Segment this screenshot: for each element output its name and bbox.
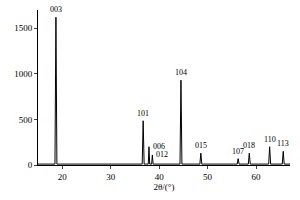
- svg-text:107: 107: [232, 147, 244, 156]
- svg-text:30: 30: [106, 172, 116, 182]
- svg-text:003: 003: [50, 5, 62, 14]
- svg-text:20: 20: [58, 172, 67, 182]
- svg-text:1500: 1500: [14, 23, 33, 33]
- svg-text:0: 0: [28, 160, 33, 170]
- svg-text:2θ/(°): 2θ/(°): [154, 182, 175, 192]
- svg-text:60: 60: [252, 172, 262, 182]
- svg-text:40: 40: [155, 172, 165, 182]
- svg-text:50: 50: [203, 172, 213, 182]
- svg-text:110: 110: [264, 135, 276, 144]
- svg-text:1000: 1000: [14, 69, 33, 79]
- svg-text:101: 101: [137, 109, 149, 118]
- svg-text:006: 006: [153, 142, 165, 151]
- svg-text:500: 500: [19, 115, 33, 125]
- svg-text:113: 113: [277, 139, 289, 148]
- svg-text:104: 104: [175, 68, 187, 77]
- svg-text:018: 018: [243, 141, 255, 150]
- svg-text:015: 015: [195, 141, 207, 150]
- svg-text:012: 012: [156, 150, 168, 159]
